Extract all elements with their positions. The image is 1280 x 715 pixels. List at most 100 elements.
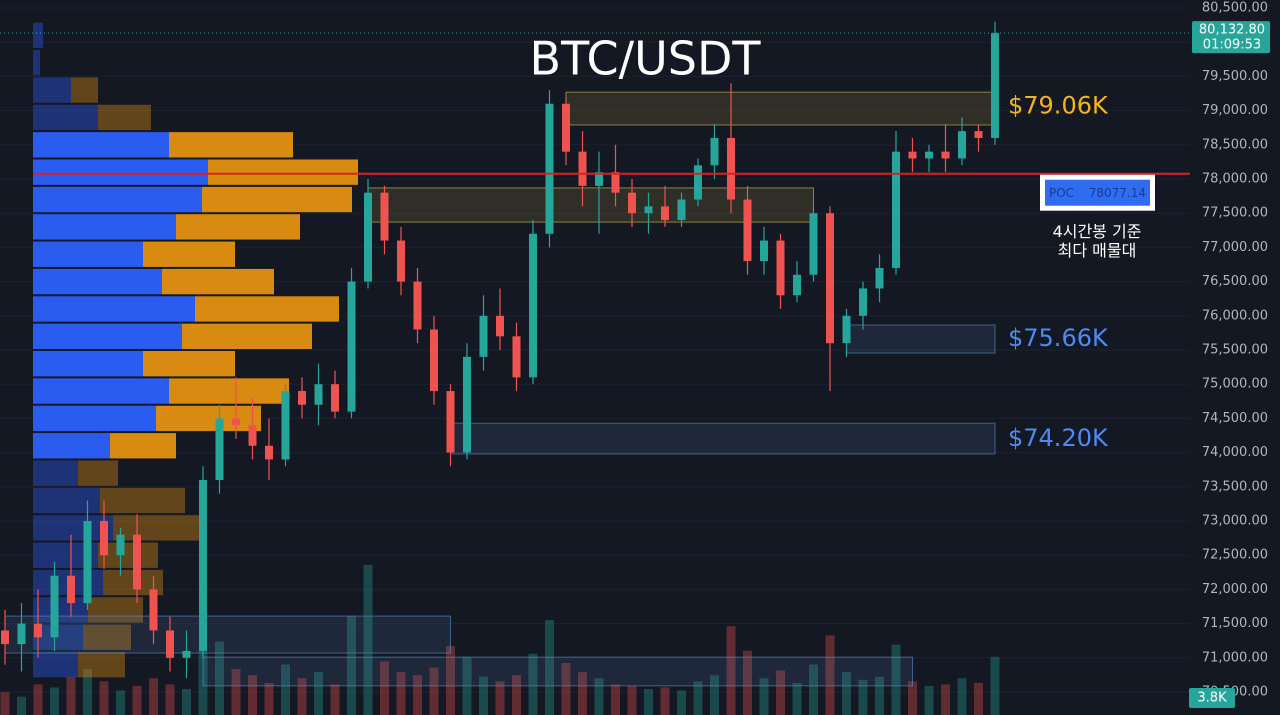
candle-body xyxy=(479,315,488,357)
y-tick-label: 80,500.00 xyxy=(1202,1,1268,16)
candle-body xyxy=(83,521,92,604)
volume-bar xyxy=(693,681,703,715)
candle-body xyxy=(314,384,323,405)
candle-body xyxy=(1,630,9,645)
candle-body xyxy=(166,630,174,658)
volume-bar xyxy=(413,675,422,715)
candle-body xyxy=(611,172,620,193)
candle-body xyxy=(199,479,207,651)
profile-sell xyxy=(156,405,261,432)
volume-bar xyxy=(116,690,125,715)
profile-sell xyxy=(78,460,118,486)
candle-body xyxy=(397,240,405,282)
volume-bar xyxy=(759,678,769,715)
profile-buy xyxy=(33,351,143,377)
candle-body xyxy=(463,356,471,453)
candle-body xyxy=(182,650,191,658)
profile-buy xyxy=(33,597,88,623)
poc-box xyxy=(1045,179,1150,206)
y-tick-label: 79,000.00 xyxy=(1202,103,1268,118)
profile-sell xyxy=(169,132,293,158)
volume-bar xyxy=(792,682,802,715)
volume-bar xyxy=(891,644,901,715)
volume-bar xyxy=(479,676,488,715)
price-annotation: $74.20K xyxy=(1008,424,1109,452)
volume-bar xyxy=(710,675,719,715)
volume-bar xyxy=(578,672,587,715)
volume-label: 3.8K xyxy=(1197,691,1227,706)
candle-body xyxy=(925,151,933,159)
profile-sell xyxy=(113,515,203,541)
y-tick-label: 72,000.00 xyxy=(1202,582,1268,597)
profile-buy xyxy=(33,515,113,541)
profile-buy xyxy=(33,22,43,49)
volume-bar xyxy=(990,656,1000,715)
candle-body xyxy=(842,315,851,344)
volume-bar xyxy=(495,681,505,715)
chart-title: BTC/USDT xyxy=(530,32,762,86)
candle-body xyxy=(331,384,339,412)
candle-body xyxy=(776,240,785,296)
zone xyxy=(202,656,913,687)
candle-body xyxy=(958,131,966,159)
volume-bar xyxy=(726,626,736,715)
profile-buy xyxy=(33,323,182,350)
volume-bar xyxy=(99,681,109,715)
volume-tag xyxy=(1189,688,1235,708)
y-tick-label: 71,500.00 xyxy=(1202,616,1268,631)
volume-bar xyxy=(941,684,950,715)
price-annotation: $79.06K xyxy=(1008,92,1109,120)
profile-sell xyxy=(195,296,339,322)
candle-body xyxy=(892,151,900,268)
profile-sell xyxy=(182,323,312,350)
volume-bar xyxy=(545,620,554,715)
zone xyxy=(450,422,996,455)
volume-bar xyxy=(743,650,752,715)
volume-bar xyxy=(248,675,257,715)
candle-body xyxy=(941,151,950,159)
y-tick-label: 71,000.00 xyxy=(1202,650,1268,665)
volume-bar xyxy=(429,667,439,715)
candle-body xyxy=(661,206,669,221)
profile-sell xyxy=(100,487,185,514)
profile-buy xyxy=(33,159,208,185)
volume-bar xyxy=(182,688,191,715)
volume-bar xyxy=(380,661,389,715)
y-tick-label: 78,000.00 xyxy=(1202,172,1268,187)
volume-bar xyxy=(908,681,917,715)
candle-body xyxy=(710,137,719,166)
y-tick-label: 73,500.00 xyxy=(1202,479,1268,494)
poc-note: 4시간봉 기준 xyxy=(1053,222,1142,241)
zone xyxy=(4,615,451,654)
profile-sell xyxy=(208,159,358,185)
volume-bar xyxy=(363,565,373,715)
profile-buy xyxy=(33,186,202,213)
y-tick-label: 72,500.00 xyxy=(1202,548,1268,563)
volume-bar xyxy=(33,684,43,715)
volume-bar xyxy=(644,688,653,715)
volume-bar xyxy=(594,678,604,715)
profile-sell xyxy=(71,77,98,103)
candle-body xyxy=(496,315,504,337)
price-axis xyxy=(1190,0,1280,715)
volume-bar xyxy=(50,687,59,715)
zone xyxy=(565,91,996,126)
candle-body xyxy=(875,267,884,289)
volume-bar xyxy=(66,676,76,715)
profile-buy xyxy=(33,268,162,295)
candle-body xyxy=(248,425,257,446)
profile-buy xyxy=(33,405,156,432)
volume-bar xyxy=(347,615,356,715)
profile-buy xyxy=(33,104,98,131)
candle-body xyxy=(743,199,752,262)
y-tick-label: 77,500.00 xyxy=(1202,206,1268,221)
volume-bar xyxy=(0,692,10,715)
volume-bar xyxy=(974,682,983,715)
candle-body xyxy=(644,206,653,214)
profile-sell xyxy=(78,651,125,678)
poc-value: 78077.14 xyxy=(1089,186,1146,200)
candle-body xyxy=(34,623,42,638)
y-tick-label: 77,000.00 xyxy=(1202,240,1268,255)
countdown: 01:09:53 xyxy=(1203,38,1261,53)
